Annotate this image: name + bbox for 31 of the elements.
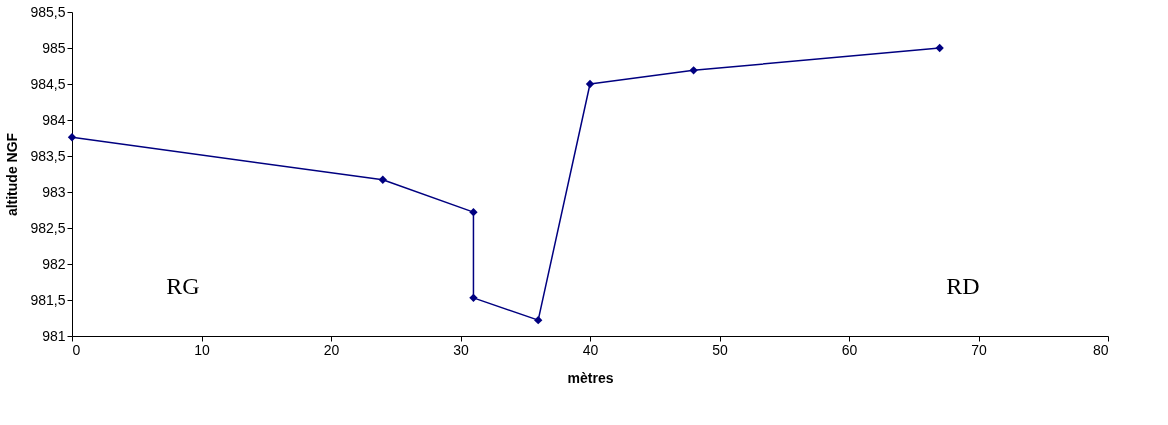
point bbox=[534, 315, 543, 325]
point bbox=[585, 79, 595, 89]
x-tick-label: 60 bbox=[841, 341, 858, 358]
point bbox=[469, 293, 478, 303]
y-tick-label: 983 bbox=[42, 183, 66, 200]
x-tick-label: 20 bbox=[323, 341, 340, 358]
x-tick-label: 10 bbox=[194, 341, 210, 358]
annotation: RD bbox=[946, 273, 980, 300]
point bbox=[67, 133, 77, 142]
y-tick-label: 982 bbox=[42, 255, 66, 272]
x-tick-label: 30 bbox=[453, 341, 469, 358]
y-tick-label: 982,5 bbox=[30, 219, 66, 236]
x-tick-label: 40 bbox=[582, 341, 599, 358]
point bbox=[469, 207, 478, 217]
y-axis-title: altitude NGF bbox=[4, 132, 21, 217]
y-tick-label: 985,5 bbox=[30, 3, 66, 20]
x-axis-title: mètres bbox=[567, 369, 614, 386]
x-tick-label: 0 bbox=[72, 341, 81, 358]
annotation: RG bbox=[166, 273, 200, 300]
y-tick-label: 984,5 bbox=[30, 75, 66, 92]
point bbox=[689, 66, 698, 75]
point bbox=[935, 43, 944, 53]
y-tick-label: 981 bbox=[42, 327, 66, 344]
y-tick-label: 981,5 bbox=[30, 291, 66, 308]
y-tick-label: 984 bbox=[42, 111, 66, 128]
x-tick-label: 50 bbox=[712, 341, 728, 358]
point bbox=[378, 175, 387, 184]
x-tick-label: 70 bbox=[971, 341, 987, 358]
x-tick-label: 80 bbox=[1092, 341, 1109, 358]
y-tick-label: 985 bbox=[42, 39, 66, 56]
y-tick-label: 983,5 bbox=[30, 147, 66, 164]
